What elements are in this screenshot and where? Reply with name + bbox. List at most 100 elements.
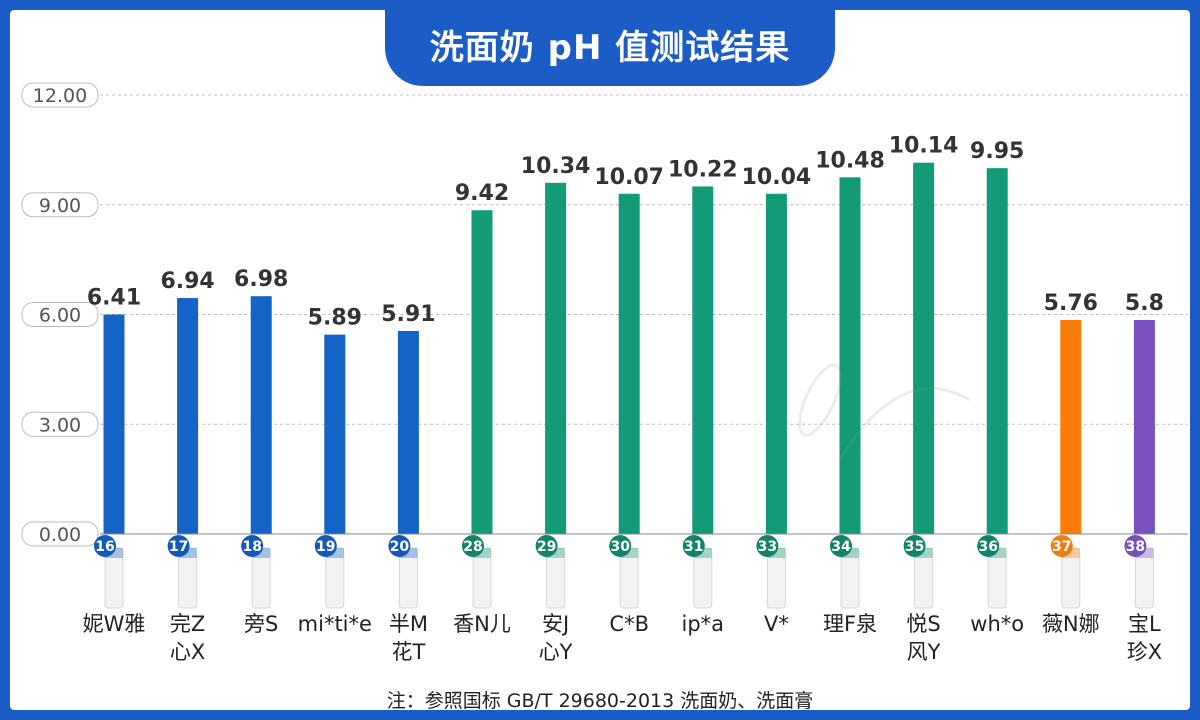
y-tick-pill [21, 411, 99, 437]
bar [1060, 319, 1082, 534]
data-label: 6.98 [234, 267, 288, 292]
product-name: 花T [391, 640, 425, 664]
bar [103, 314, 125, 534]
product-cap [988, 548, 1007, 558]
product-name: ip*a [682, 612, 725, 636]
bar [397, 330, 419, 534]
data-label: 6.94 [160, 269, 214, 294]
data-label: 9.95 [970, 139, 1024, 164]
bar [692, 186, 714, 535]
product-number: 28 [463, 539, 482, 555]
chart-title: 洗面奶 pH 值测试结果 [429, 28, 791, 68]
product-number: 34 [831, 539, 851, 555]
product-cap [841, 548, 859, 558]
product-number: 30 [610, 539, 630, 555]
product-number: 33 [758, 539, 777, 555]
product-number-badge [314, 535, 337, 557]
product-number-badge [94, 535, 116, 557]
y-tick-pill [21, 82, 99, 108]
chart-frame: 0.00 3.00 6.00 9.00 12.00 6.41 16 妮W雅 6.94 17 完Z 心X… [10, 10, 1190, 710]
product-number: 17 [169, 539, 188, 555]
product-number-badge [241, 535, 264, 557]
bar [250, 296, 272, 534]
product-name: mi*ti*e [298, 612, 372, 636]
bar [1133, 319, 1155, 534]
data-label: 9.42 [455, 181, 509, 206]
product-number-badge [756, 535, 779, 557]
data-label: 10.34 [521, 154, 591, 179]
product-number: 16 [95, 539, 114, 555]
product-name: 宝L [1128, 612, 1161, 636]
bar [913, 162, 935, 534]
data-label: 5.8 [1125, 291, 1164, 316]
product-cap [767, 548, 786, 558]
product-name: V* [764, 612, 789, 636]
data-label: 10.07 [594, 165, 664, 190]
title-tab: 洗面奶 pH 值测试结果 [385, 10, 835, 86]
bar [986, 168, 1008, 534]
product-number: 38 [1126, 539, 1145, 555]
y-tick-pill [21, 192, 99, 218]
data-label: 5.89 [308, 306, 362, 331]
bar [545, 182, 567, 535]
product-number-badge [609, 535, 632, 557]
data-label: 6.41 [87, 286, 141, 311]
bar [618, 193, 640, 534]
product-name: 妮W雅 [83, 612, 146, 636]
product-cap [473, 548, 491, 558]
y-tick-label: 12.00 [33, 85, 87, 107]
bar [324, 334, 346, 534]
footnote: 注：参照国标 GB/T 29680-2013 洗面奶、洗面膏 [386, 690, 814, 710]
product-name: 半M [389, 612, 428, 636]
product-name: wh*o [970, 612, 1024, 636]
product-number-badge [167, 535, 190, 557]
product-number: 20 [390, 539, 410, 555]
product-name: 薇N娜 [1042, 612, 1100, 636]
product-number: 29 [537, 539, 556, 555]
product-cap [1061, 548, 1080, 558]
bar [765, 193, 787, 534]
y-tick-pill [21, 521, 99, 547]
product-name: 香N儿 [453, 612, 511, 636]
product-number: 37 [1052, 539, 1071, 555]
product-name: 旁S [244, 612, 278, 636]
product-number: 18 [242, 539, 261, 555]
product-number-badge [682, 535, 705, 557]
product-cap [546, 548, 565, 558]
product-cap [325, 548, 344, 558]
product-number-badge [462, 535, 484, 557]
product-name: 完Z [170, 612, 205, 636]
product-cap [693, 548, 712, 558]
watermark-logo [798, 363, 971, 461]
product-cap [620, 548, 639, 558]
product-number-badge [388, 535, 411, 557]
y-tick-label: 3.00 [39, 414, 81, 436]
product-cap [1135, 548, 1154, 558]
product-cap [105, 548, 123, 558]
product-number-badge [830, 535, 852, 557]
product-number: 35 [905, 539, 924, 555]
product-cap [252, 548, 271, 558]
bar [471, 210, 493, 535]
y-tick-label: 0.00 [39, 524, 81, 546]
y-tick-label: 6.00 [39, 305, 81, 327]
y-tick-label: 9.00 [39, 195, 81, 217]
data-label: 10.48 [815, 148, 885, 173]
data-label: 10.22 [668, 157, 738, 182]
data-label: 5.91 [381, 302, 435, 327]
data-label: 5.76 [1044, 291, 1098, 316]
product-name: 心Y [539, 640, 573, 664]
product-number-badge [535, 535, 558, 557]
data-label: 10.14 [889, 134, 959, 159]
product-name: 悦S [906, 612, 940, 636]
product-name: 心X [170, 640, 205, 664]
product-number: 19 [316, 539, 335, 555]
product-name: C*B [609, 612, 649, 636]
product-number: 31 [684, 539, 703, 555]
product-number-badge [1050, 535, 1073, 557]
y-tick-pill [21, 302, 99, 327]
bar [839, 177, 861, 534]
bar [177, 298, 199, 534]
product-cap [178, 548, 197, 558]
product-name: 理F泉 [823, 612, 877, 636]
